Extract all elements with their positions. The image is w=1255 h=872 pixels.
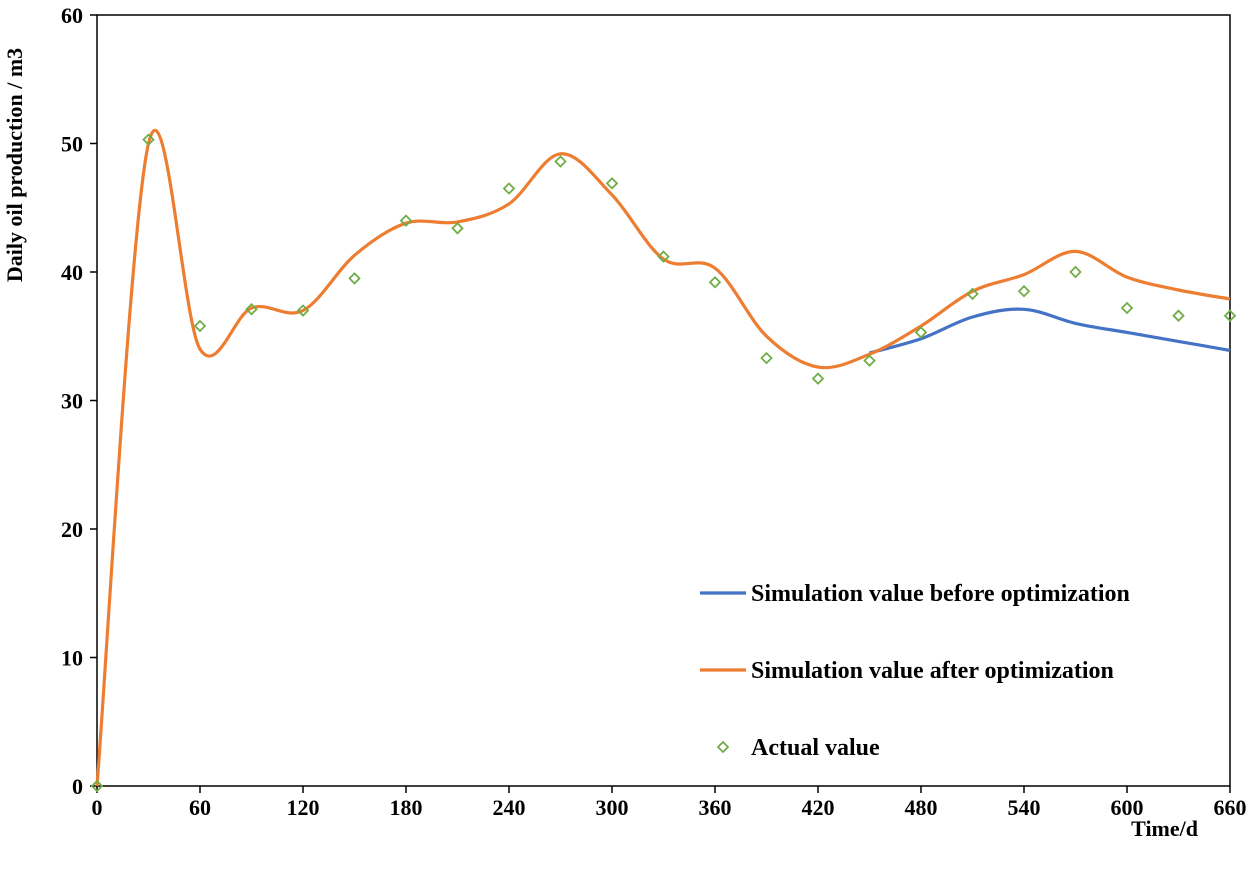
legend-item-simulation-value-after-optimization: Simulation value after optimization — [700, 658, 1114, 684]
x-tick-label: 300 — [596, 795, 629, 820]
series-simulation-value-after-optimization — [95, 129, 1231, 787]
data-point-marker — [296, 304, 310, 317]
data-point-marker — [966, 287, 979, 301]
y-tick-label: 0 — [72, 774, 83, 799]
y-tick-label: 10 — [61, 646, 83, 671]
series-simulation-value-before-optimization — [869, 307, 1231, 355]
y-tick-label: 20 — [61, 517, 83, 542]
data-point-marker — [760, 351, 773, 365]
data-point-marker — [245, 302, 258, 316]
data-point-marker — [1223, 309, 1237, 322]
series-layer — [90, 129, 1237, 793]
data-point-marker — [193, 319, 207, 333]
data-point-marker — [1069, 265, 1082, 279]
x-tick-label: 360 — [699, 795, 732, 820]
x-tick-label: 420 — [802, 795, 835, 820]
y-tick-label: 40 — [61, 260, 83, 285]
legend-item-actual-value: Actual value — [716, 735, 880, 761]
data-point-marker — [90, 779, 104, 793]
data-point-marker — [1017, 285, 1031, 298]
data-point-marker — [863, 354, 876, 367]
x-tick-label: 540 — [1008, 795, 1041, 820]
data-point-marker — [1120, 301, 1134, 315]
data-point-marker — [451, 222, 464, 235]
data-point-marker — [399, 214, 413, 227]
x-tick-label: 120 — [287, 795, 320, 820]
y-tick-label: 30 — [61, 389, 83, 414]
x-tick-label: 600 — [1111, 795, 1144, 820]
data-point-marker — [502, 182, 516, 195]
data-point-marker — [348, 272, 361, 285]
data-point-marker — [554, 155, 567, 168]
series-actual-value — [90, 133, 1237, 793]
data-point-marker — [605, 177, 619, 190]
legend: Simulation value before optimization Simu… — [700, 581, 1130, 761]
legend-label: Simulation value after optimization — [751, 658, 1114, 684]
legend-swatch-marker — [716, 740, 730, 754]
x-tick-label: 240 — [493, 795, 526, 820]
x-tick-label: 660 — [1214, 795, 1247, 820]
x-axis-title: Time/d — [1131, 816, 1198, 841]
y-tick-label: 50 — [61, 132, 83, 157]
x-tick-label: 60 — [189, 795, 211, 820]
data-point-marker — [657, 250, 670, 263]
y-tick-label: 60 — [61, 3, 83, 28]
data-point-marker — [708, 276, 722, 289]
series-line-simulation-value-after-optimization — [95, 129, 1231, 787]
data-point-marker — [811, 372, 825, 385]
x-tick-label: 0 — [92, 795, 103, 820]
x-tick-label: 180 — [390, 795, 423, 820]
legend-label: Simulation value before optimization — [751, 581, 1130, 607]
data-point-marker — [1172, 309, 1185, 322]
legend-label: Actual value — [751, 735, 880, 761]
y-axis-title: Daily oil production / m3 — [2, 48, 27, 282]
series-line-simulation-value-before-optimization — [869, 307, 1231, 355]
data-point-marker — [142, 133, 155, 146]
data-point-marker — [914, 326, 928, 339]
legend-item-simulation-value-before-optimization: Simulation value before optimization — [700, 581, 1130, 607]
x-tick-label: 480 — [905, 795, 938, 820]
